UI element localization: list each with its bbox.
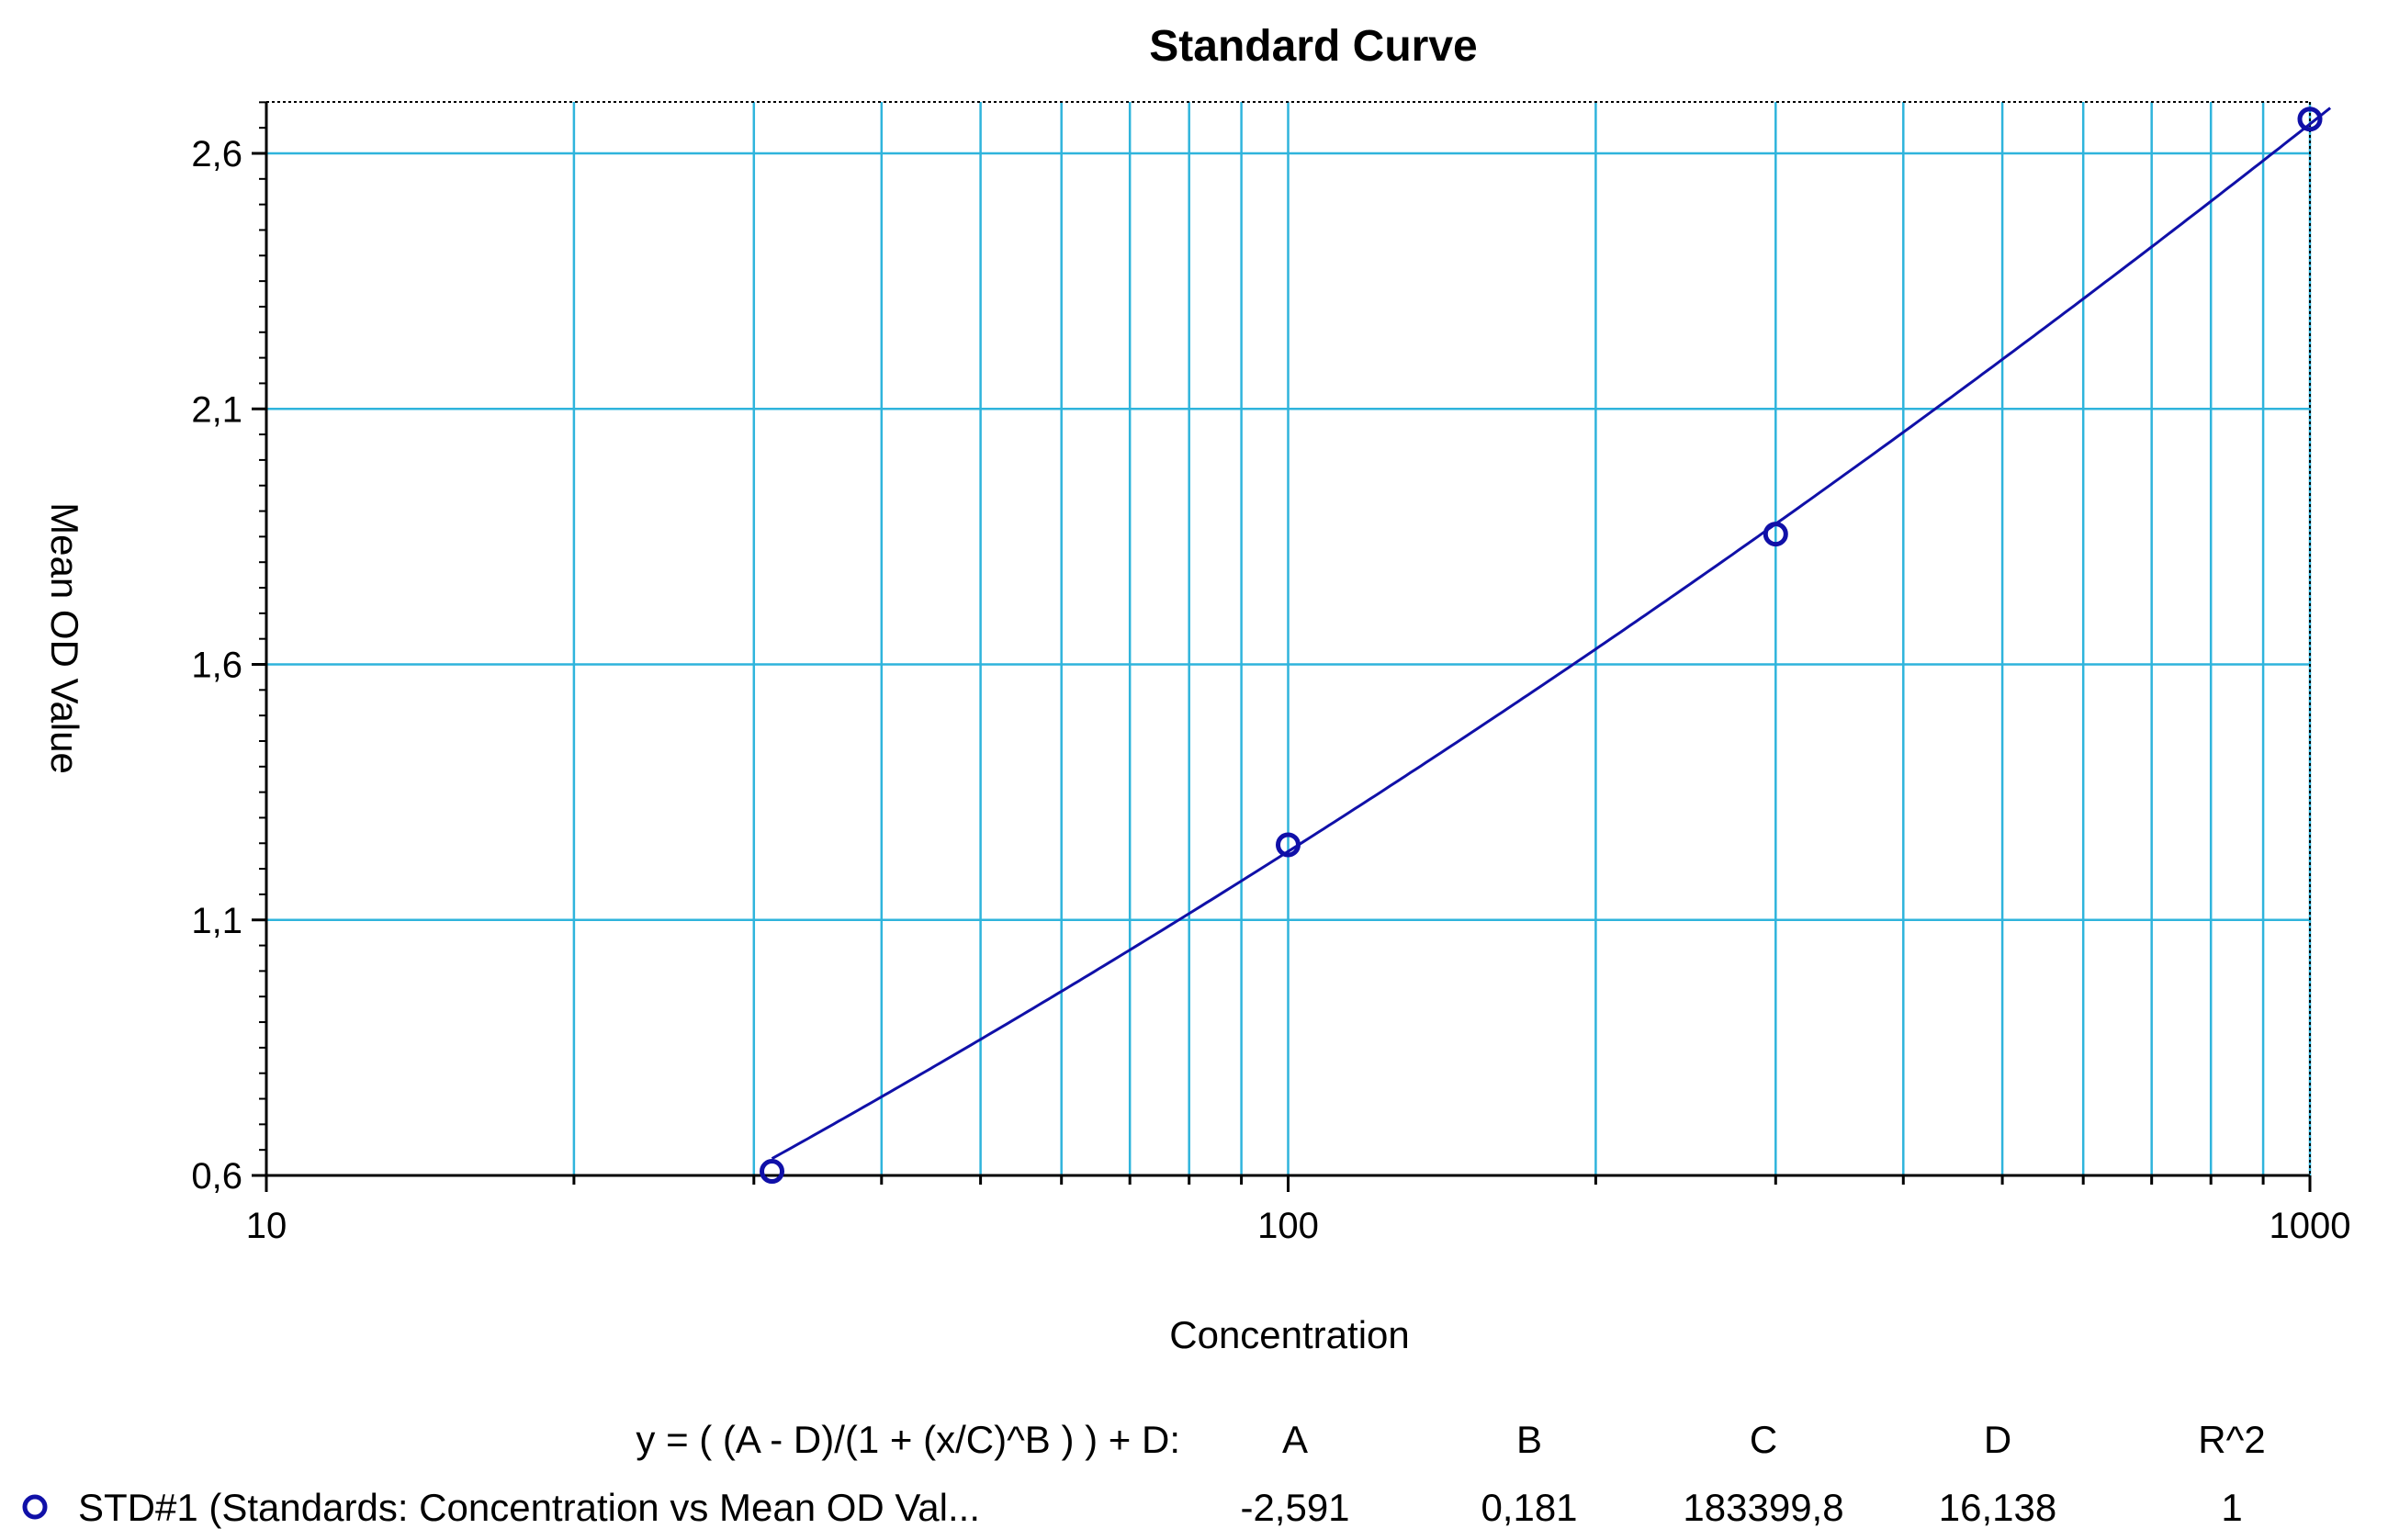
- data-point: [1276, 832, 1301, 858]
- legend-value: 1: [2221, 1486, 2242, 1529]
- y-tick-label: 0,6: [191, 1156, 242, 1197]
- fit-curve-layer: [771, 107, 2332, 1161]
- y-tick-label: 2,6: [191, 134, 242, 174]
- y-tick-label: 1,1: [191, 901, 242, 941]
- x-axis-label: Concentration: [1169, 1313, 1410, 1356]
- chart-title: Standard Curve: [1149, 22, 1477, 71]
- grid: [266, 102, 2312, 1175]
- legend-value: 0,181: [1481, 1486, 1577, 1529]
- legend-value: -2,591: [1240, 1486, 1349, 1529]
- legend: y = ( (A - D)/(1 + (x/C)^B ) ) + D: A B C D…: [22, 1418, 2266, 1529]
- y-tick-label: 2,1: [191, 389, 242, 430]
- legend-header: D: [1984, 1418, 2011, 1461]
- legend-series-label: STD#1 (Standards: Concentration vs Mean …: [78, 1486, 980, 1529]
- y-tick-label: 1,6: [191, 646, 242, 686]
- legend-header: B: [1516, 1418, 1542, 1461]
- x-tick-label: 1000: [2270, 1206, 2351, 1246]
- legend-headers: A B C D R^2: [1282, 1418, 2266, 1461]
- x-tick-label: 10: [246, 1206, 287, 1246]
- legend-equation: y = ( (A - D)/(1 + (x/C)^B ) ) + D:: [636, 1418, 1180, 1461]
- legend-marker-icon: [22, 1494, 48, 1520]
- legend-header: R^2: [2198, 1418, 2265, 1461]
- data-points: [760, 107, 2323, 1185]
- legend-header: C: [1750, 1418, 1777, 1461]
- fit-curve: [771, 107, 2332, 1161]
- data-point: [1763, 522, 1788, 547]
- data-point: [760, 1159, 785, 1185]
- data-point: [2297, 107, 2323, 132]
- axis-ticks: [252, 101, 2312, 1192]
- y-axis-label: Mean OD Value: [43, 502, 86, 774]
- tick-labels: 10 100 1000 0,6 1,1 1,6 2,1 2,6: [191, 134, 2350, 1246]
- legend-value: 183399,8: [1683, 1486, 1843, 1529]
- legend-values: -2,591 0,181 183399,8 16,138 1: [1240, 1486, 2242, 1529]
- legend-header: A: [1282, 1418, 1308, 1461]
- legend-value: 16,138: [1939, 1486, 2056, 1529]
- x-tick-label: 100: [1257, 1206, 1319, 1246]
